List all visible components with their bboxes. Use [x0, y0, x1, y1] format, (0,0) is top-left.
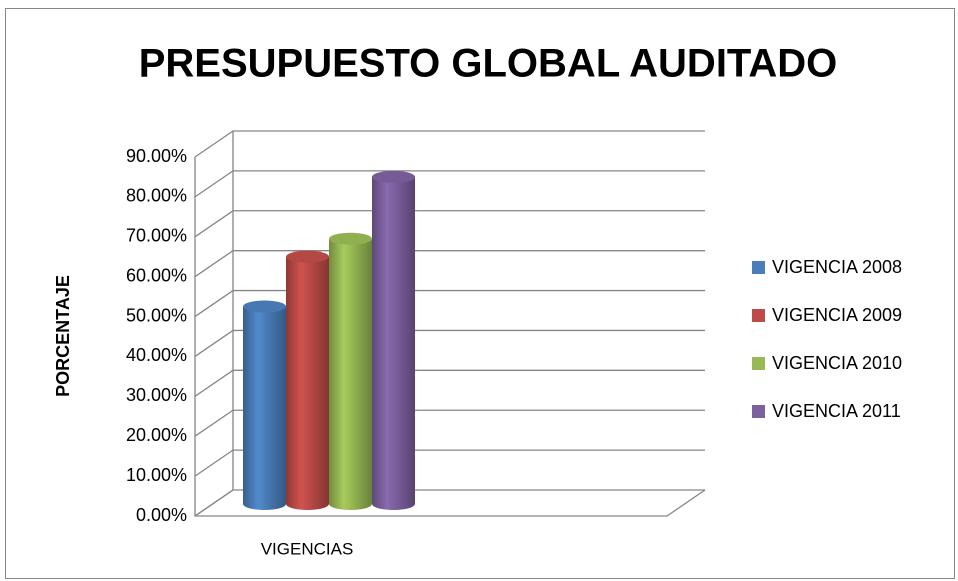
grid-line	[194, 329, 705, 357]
y-tick-label: 20.00%	[126, 425, 187, 445]
y-axis-label: PORCENTAJE	[53, 275, 73, 397]
legend-swatch	[752, 309, 765, 322]
bar	[329, 238, 372, 510]
grid-line	[194, 210, 705, 238]
grid-line	[194, 489, 705, 517]
y-tick-label: 30.00%	[126, 385, 187, 405]
y-tick-label: 70.00%	[126, 226, 187, 246]
grid-line	[194, 369, 705, 397]
y-tick-label: 60.00%	[126, 265, 187, 285]
x-tick-label: VIGENCIAS	[261, 539, 354, 558]
legend-swatch	[752, 405, 765, 418]
y-tick-label: 50.00%	[126, 305, 187, 325]
legend-label: VIGENCIA 2011	[772, 401, 901, 421]
bar	[372, 176, 415, 510]
y-tick-label: 0.00%	[136, 505, 187, 525]
grid-line	[194, 170, 705, 198]
y-tick-label: 40.00%	[126, 345, 187, 365]
y-tick-label: 10.00%	[126, 465, 187, 485]
y-tick-label: 80.00%	[126, 186, 187, 206]
bar-top	[286, 250, 329, 263]
y-tick-label: 90.00%	[126, 146, 187, 166]
chart-border	[5, 8, 955, 579]
legend-label: VIGENCIA 2010	[772, 353, 902, 373]
bar-top	[372, 170, 415, 183]
legend-swatch	[752, 261, 765, 274]
bar-top	[329, 232, 372, 245]
bar	[243, 306, 286, 510]
grid-line	[194, 409, 705, 437]
grid-line	[194, 449, 705, 477]
bar	[286, 256, 329, 510]
legend-label: VIGENCIA 2009	[772, 305, 902, 325]
grid-line	[194, 289, 705, 318]
legend-swatch	[752, 357, 765, 370]
bar-top	[243, 300, 286, 313]
grid-line	[194, 250, 705, 278]
legend-label: VIGENCIA 2008	[772, 257, 902, 277]
chart-title: PRESUPUESTO GLOBAL AUDITADO	[139, 42, 838, 86]
grid-line	[194, 130, 705, 158]
